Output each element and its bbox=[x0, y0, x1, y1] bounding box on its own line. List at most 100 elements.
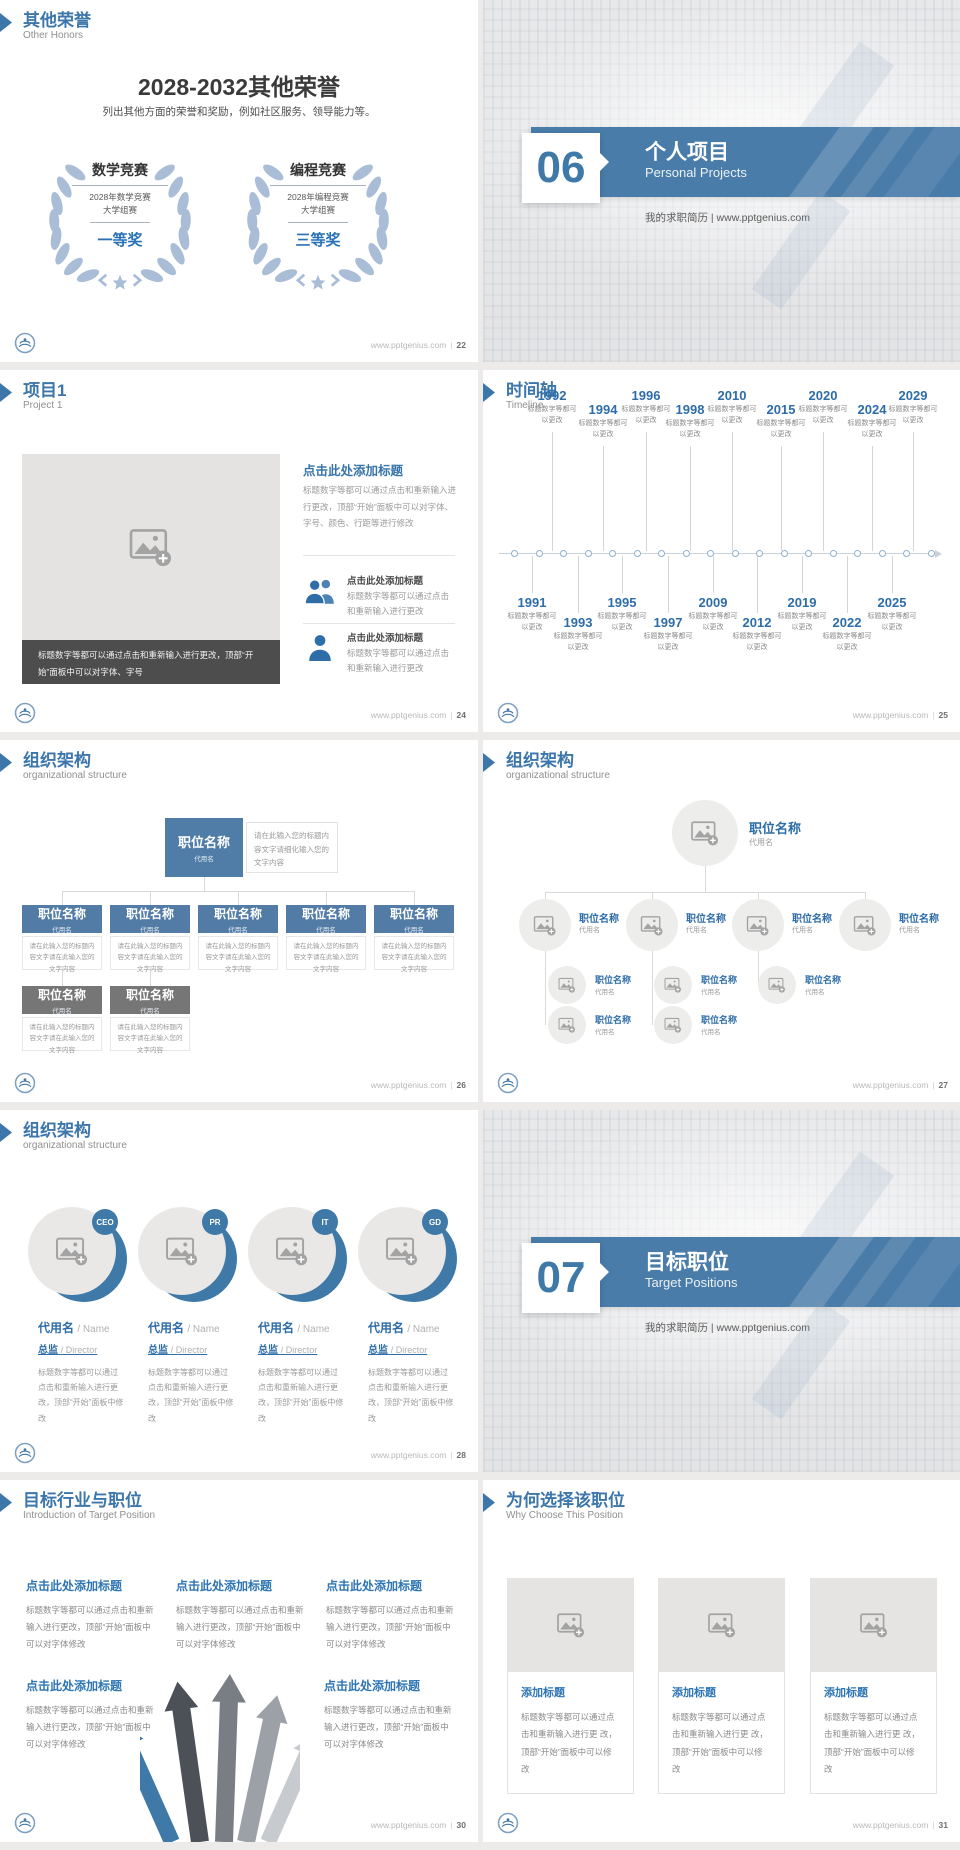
section-tagline: 我的求职简历 | www.pptgenius.com bbox=[645, 212, 810, 224]
photo-placeholder[interactable] bbox=[758, 966, 796, 1004]
award-prize: 一等奖 bbox=[97, 232, 143, 250]
footer-url: www.pptgenius.com bbox=[852, 1080, 929, 1090]
slide-org-chart-people[interactable]: 组织架构 organizational structure CEO 代用名 / … bbox=[0, 1110, 478, 1472]
photo-placeholder[interactable] bbox=[654, 966, 692, 1004]
section-arrow-icon bbox=[0, 1119, 12, 1146]
timeline-event: 2015 标题数字等都可以更改 bbox=[756, 402, 806, 438]
org-box[interactable]: 职位名称 代用名 bbox=[110, 905, 190, 934]
reason-card[interactable]: 添加标题 标题数字等都可以通过点击和重新输入进行更 改，顶部“开始”面板中可以修改 bbox=[507, 1578, 634, 1794]
card-title: 添加标题 bbox=[521, 1687, 565, 1699]
item-text: 标题数字等都可以通过点击和重新输入进行更改 bbox=[347, 591, 450, 617]
org-box-subtitle: 代用名 bbox=[194, 856, 214, 863]
person-icon bbox=[306, 633, 334, 661]
pptgenius-logo bbox=[497, 702, 519, 724]
org-box-gray[interactable]: 职位名称 代用名 bbox=[22, 986, 102, 1015]
timeline-event: 1996 标题数字等都可以更改 bbox=[621, 388, 671, 424]
award-group: 大学组赛 bbox=[300, 205, 335, 216]
slide-divider-07[interactable]: 07 目标职位 Target Positions 我的求职简历 | www.pp… bbox=[483, 1110, 960, 1472]
divider bbox=[90, 222, 150, 224]
slide-footer: www.pptgenius.com | 31 bbox=[852, 1820, 948, 1830]
slide-header-title: 组织架构 bbox=[23, 751, 91, 770]
person-role-en: / Director bbox=[60, 1345, 98, 1355]
photo-placeholder[interactable] bbox=[654, 1006, 692, 1044]
honors-title: 2028-2032其他荣誉 bbox=[138, 74, 340, 100]
award-programming: 编程竞赛 2028年编程竞赛 大学组赛 三等奖 bbox=[243, 160, 393, 250]
page-number: 27 bbox=[938, 1080, 948, 1090]
pptgenius-logo bbox=[14, 1442, 36, 1464]
slide-footer: www.pptgenius.com | 27 bbox=[852, 1080, 948, 1090]
org-box[interactable]: 职位名称 代用名 bbox=[286, 905, 366, 934]
section-arrow-icon bbox=[0, 749, 12, 776]
slide-project-1[interactable]: 项目1 Project 1 标题数字等都可以通过点击和重新输入进行更改，顶部“开… bbox=[0, 370, 478, 732]
photo-placeholder[interactable] bbox=[519, 899, 571, 951]
photo-placeholder[interactable] bbox=[626, 899, 678, 951]
decor-ribbon bbox=[751, 190, 851, 310]
slide-honors[interactable]: 其他荣誉 Other Honors 2028-2032其他荣誉 列出其他方面的荣… bbox=[0, 0, 478, 362]
section-title: 目标职位 bbox=[645, 1251, 729, 1274]
divider bbox=[72, 185, 168, 186]
section-subtitle: Target Positions bbox=[645, 1275, 738, 1290]
award-event: 2028年编程竞赛 bbox=[287, 192, 349, 202]
divider bbox=[288, 222, 348, 224]
text-block: 点击此处添加标题 标题数字等都可以通过点击和重新输入进行更改，顶部“开始”面板中… bbox=[324, 1679, 452, 1749]
org-box[interactable]: 职位名称 代用名 bbox=[374, 905, 454, 934]
slide-org-chart-boxes[interactable]: 组织架构 organizational structure 职位名称 代用名 请… bbox=[0, 740, 478, 1102]
slide-header-title: 组织架构 bbox=[506, 751, 574, 770]
reason-card[interactable]: 添加标题 标题数字等都可以通过点击和重新输入进行更 改，顶部“开始”面板中可以修改 bbox=[810, 1578, 937, 1794]
honors-subtitle: 列出其他方面的荣誉和奖励，例如社区服务、领导能力等。 bbox=[102, 106, 376, 118]
org-box-title: 职位名称 bbox=[177, 835, 230, 850]
photo-placeholder[interactable] bbox=[732, 899, 784, 951]
award-event: 2028年数学竞赛 bbox=[89, 192, 151, 202]
reason-card[interactable]: 添加标题 标题数字等都可以通过点击和重新输入进行更 改，顶部“开始”面板中可以修改 bbox=[658, 1578, 785, 1794]
add-image-icon bbox=[556, 1612, 586, 1638]
pptgenius-logo bbox=[14, 1072, 36, 1094]
timeline-event: 1997 标题数字等都可以更改 bbox=[643, 615, 693, 651]
timeline-event: 2010 标题数字等都可以更改 bbox=[707, 388, 757, 424]
org-box[interactable]: 职位名称 代用名 bbox=[198, 905, 278, 934]
photo-placeholder[interactable] bbox=[548, 966, 586, 1004]
photo-placeholder[interactable] bbox=[839, 899, 891, 951]
divider bbox=[303, 555, 455, 556]
image-placeholder[interactable] bbox=[22, 454, 280, 640]
text-block: 点击此处添加标题 标题数字等都可以通过点击和重新输入进行更改，顶部“开始”面板中… bbox=[326, 1579, 454, 1649]
page-number: 25 bbox=[938, 710, 948, 720]
slide-header-title: 为何选择该职位 bbox=[506, 1491, 625, 1510]
image-caption: 标题数字等都可以通过点击和重新输入进行更改，顶部“开始”面板中可以对字体、字号 bbox=[22, 640, 280, 684]
arrow-notch-icon bbox=[600, 153, 609, 171]
slide-header-title: 目标行业与职位 bbox=[23, 1491, 142, 1510]
award-prize: 三等奖 bbox=[295, 232, 341, 250]
slide-divider-06[interactable]: 06 个人项目 Personal Projects 我的求职简历 | www.p… bbox=[483, 0, 960, 362]
section-arrow-icon bbox=[0, 1489, 12, 1516]
org-box-gray[interactable]: 职位名称 代用名 bbox=[110, 986, 190, 1015]
arrow-notch-icon bbox=[600, 1263, 609, 1281]
timeline-event: 2025 标题数字等都可以更改 bbox=[867, 595, 917, 631]
slide-header-title: 时间轴 bbox=[506, 381, 557, 400]
slide-header-title: 组织架构 bbox=[23, 1121, 91, 1140]
slide-target-position[interactable]: 目标行业与职位 Introduction of Target Position … bbox=[0, 1480, 478, 1842]
section-tagline: 我的求职简历 | www.pptgenius.com bbox=[645, 1322, 810, 1334]
timeline-event: 2022 标题数字等都可以更改 bbox=[822, 615, 872, 651]
slide-timeline[interactable]: 时间轴 Timeline 1992 标题数字等都可以更改 1994 标题数字等都可以… bbox=[483, 370, 960, 732]
slide-header-title: 项目1 bbox=[23, 381, 67, 400]
org-root-box[interactable]: 职位名称 代用名 bbox=[165, 818, 243, 877]
section-title: 个人项目 bbox=[645, 141, 729, 164]
pptgenius-logo bbox=[14, 702, 36, 724]
block-title: 点击此处添加标题 bbox=[26, 1579, 123, 1593]
photo-placeholder[interactable] bbox=[672, 800, 738, 866]
slide-why-position[interactable]: 为何选择该职位 Why Choose This Position 添加标题 标题数… bbox=[483, 1480, 960, 1842]
footer-url: www.pptgenius.com bbox=[370, 340, 447, 350]
slide-header-subtitle: organizational structure bbox=[23, 1140, 127, 1151]
org-box[interactable]: 职位名称 代用名 bbox=[22, 905, 102, 934]
timeline-event: 2029 标题数字等都可以更改 bbox=[888, 388, 938, 424]
photo-placeholder[interactable] bbox=[548, 1006, 586, 1044]
decor-ribbon bbox=[751, 1300, 851, 1420]
item-title: 点击此处添加标题 bbox=[347, 576, 424, 587]
content-heading: 点击此处添加标题 bbox=[303, 464, 404, 478]
section-number: 07 bbox=[522, 1243, 600, 1313]
page-number: 24 bbox=[456, 710, 466, 720]
slide-org-chart-photos[interactable]: 组织架构 organizational structure 职位名称 代用名 职… bbox=[483, 740, 960, 1102]
org-cell: 请在此输入您的标题内容文字请在此输入您的文字内容 bbox=[286, 936, 366, 973]
person-name-cn: 代用名 bbox=[38, 1321, 75, 1335]
page-number: 28 bbox=[456, 1450, 466, 1460]
slide-header-title: 其他荣誉 bbox=[23, 11, 91, 30]
